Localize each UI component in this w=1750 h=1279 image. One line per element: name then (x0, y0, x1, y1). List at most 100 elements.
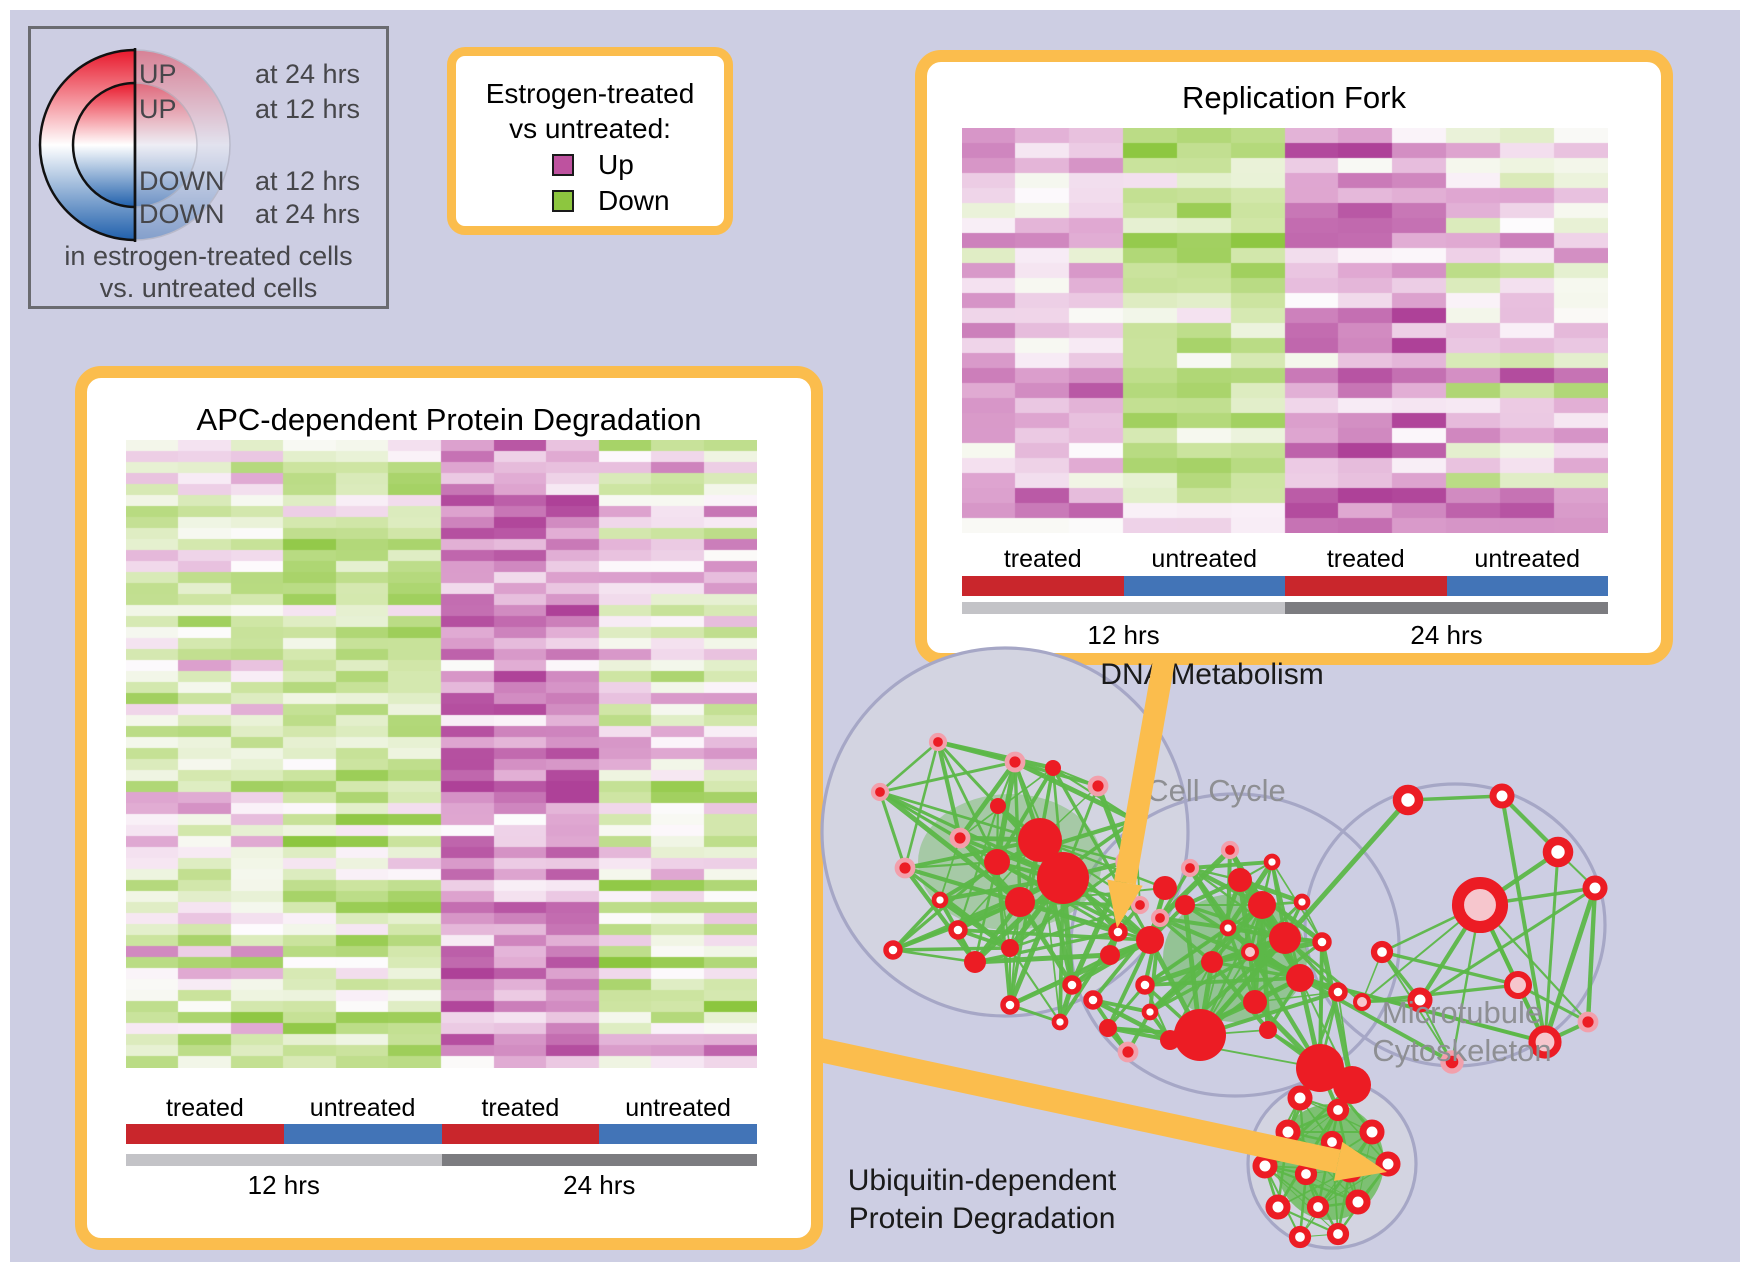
network-node (1150, 908, 1170, 928)
apc-col-group-label: treated (165, 1094, 244, 1122)
network-edge (1018, 900, 1074, 987)
network-edge (892, 946, 1011, 952)
rf-untreated-bar (1123, 576, 1285, 596)
network-edge (1210, 960, 1270, 1032)
network-edge (1585, 887, 1598, 1023)
network-node (1252, 1153, 1278, 1179)
network-node (1180, 858, 1200, 878)
network-node (1100, 945, 1120, 965)
network-node (870, 782, 890, 802)
network-node (1005, 887, 1035, 917)
rf-time-bar-12hrs (962, 602, 1285, 614)
network-node (1577, 1011, 1599, 1033)
network-node (1296, 1044, 1344, 1092)
apc-time-bar-24hrs (441, 1154, 757, 1166)
up-color-swatch (552, 154, 574, 176)
apc-col-group-label: untreated (309, 1094, 416, 1122)
network-edge (994, 761, 1018, 863)
network-node (1440, 1050, 1464, 1074)
network-node (931, 891, 949, 909)
network-edge (1543, 851, 1560, 1043)
network-node (1160, 1030, 1180, 1050)
time-direction-legend: UP at 24 hrs UP at 12 hrs DOWN at 12 hrs… (28, 26, 389, 309)
network-node (1345, 1189, 1371, 1215)
legend-down-24-time: at 24 hrs (255, 199, 361, 229)
network-edge (1254, 991, 1339, 1003)
network-node (1087, 775, 1109, 797)
network-edge (958, 760, 1017, 840)
network-node (928, 732, 948, 752)
network-edge (959, 767, 1054, 839)
network-node (1359, 1119, 1385, 1145)
network-node (1130, 895, 1150, 915)
network-node (1503, 970, 1533, 1000)
network-node (1174, 1009, 1226, 1061)
apc-time-bar-12hrs (126, 1154, 442, 1166)
network-node (1370, 940, 1394, 964)
down-label: Down (598, 185, 670, 216)
legend-up-24-word: UP (139, 59, 177, 89)
legend-up-12-word: UP (139, 94, 177, 124)
legend-up-12-time: at 12 hrs (255, 94, 361, 124)
pathway-arrow (817, 1038, 1341, 1174)
network-edge (892, 948, 976, 964)
network-edge (1264, 1165, 1339, 1235)
rf-col-group-label: treated (1003, 545, 1082, 573)
network-node (1542, 836, 1574, 868)
network-node (1312, 932, 1332, 952)
network-node (1326, 1222, 1350, 1246)
network-edge (938, 897, 1012, 951)
network-node (1582, 875, 1608, 901)
network-node (1004, 751, 1026, 773)
cluster-label-ubiquitin: Protein Degradation (849, 1202, 1116, 1235)
network-edge (1009, 947, 1061, 1023)
network-node (1269, 922, 1301, 954)
network-node (894, 857, 916, 879)
network-node (1353, 993, 1371, 1011)
updown-legend-title-line2: vs untreated: (509, 113, 671, 144)
network-edge (1407, 794, 1503, 802)
replication-fork-heatmap (962, 128, 1608, 533)
network-node (1259, 1021, 1277, 1039)
network-node (1220, 840, 1240, 860)
network-node (1037, 852, 1089, 904)
cluster-label-ubiquitin: Ubiquitin-dependent (848, 1164, 1117, 1197)
network-node (1228, 868, 1252, 892)
network-edge (1381, 950, 1519, 987)
concentric-circles-icon (38, 48, 231, 242)
network-edge (1189, 867, 1286, 939)
rf-time-bar-24hrs (1285, 602, 1608, 614)
down-color-swatch (552, 190, 574, 212)
legend-down-24-word: DOWN (139, 199, 225, 229)
pathway-arrowhead (1333, 1141, 1387, 1182)
network-edge (1211, 939, 1323, 965)
network-edge (1198, 798, 1410, 1037)
apc-untreated-bar (599, 1124, 757, 1144)
network-node (1286, 964, 1314, 992)
network-node (1141, 1003, 1159, 1021)
network-edge (1013, 761, 1022, 903)
network-node (948, 920, 968, 940)
network-node (1108, 922, 1128, 942)
network-node (1201, 951, 1223, 973)
network-edge (879, 790, 1064, 880)
network-node (1083, 990, 1103, 1010)
network-node (1001, 939, 1019, 957)
pathway-arrow (1114, 653, 1176, 885)
network-node (883, 940, 903, 960)
network-node (964, 951, 986, 973)
network-node (1000, 995, 1020, 1015)
network-edge (1148, 959, 1214, 1015)
network-edge (879, 741, 939, 793)
rf-panel-title: Replication Fork (1182, 80, 1406, 115)
network-edge (1188, 866, 1252, 954)
network-node (990, 798, 1006, 814)
network-edge (1419, 886, 1596, 1002)
apc-treated-bar (441, 1124, 600, 1144)
rf-col-group-label: untreated (1151, 545, 1258, 573)
network-node (1293, 893, 1311, 911)
network-edge (1500, 795, 1547, 1043)
network-node (1219, 919, 1237, 937)
network-node (1288, 1225, 1312, 1249)
network-node (1117, 1041, 1139, 1063)
